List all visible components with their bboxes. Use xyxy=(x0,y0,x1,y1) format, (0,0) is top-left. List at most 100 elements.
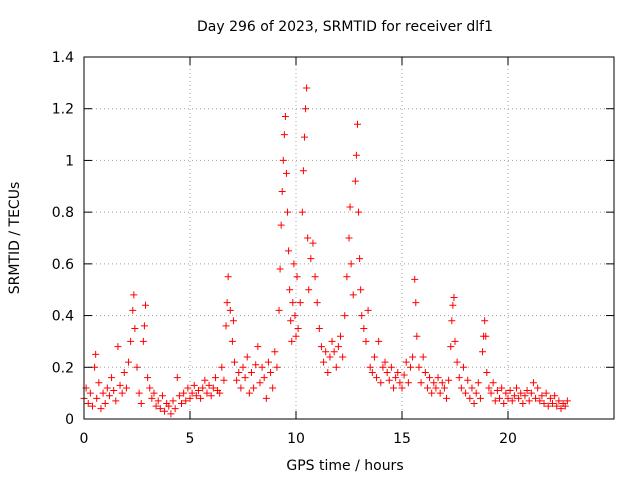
y-tick-label: 1.4 xyxy=(52,50,74,66)
data-point xyxy=(231,358,239,366)
data-point xyxy=(300,133,308,141)
data-point xyxy=(322,348,330,356)
data-point xyxy=(288,337,296,345)
y-tick-label: 0.6 xyxy=(52,257,74,273)
data-point xyxy=(362,337,370,345)
data-point xyxy=(352,151,360,159)
data-point xyxy=(472,389,480,397)
data-point xyxy=(245,389,253,397)
data-point xyxy=(281,112,289,120)
data-point xyxy=(290,260,298,268)
axis-ticks: 0 0.2 0.4 0.6 0.8 1 1.2 1.4 0 5 10 15 20 xyxy=(52,50,614,447)
data-point xyxy=(127,337,135,345)
data-point xyxy=(307,255,315,263)
data-point xyxy=(527,389,535,397)
data-point xyxy=(133,363,141,371)
data-point xyxy=(273,363,281,371)
data-point xyxy=(197,394,205,402)
x-tick-label: 0 xyxy=(80,431,89,447)
data-point xyxy=(84,399,92,407)
data-point xyxy=(112,397,120,405)
data-point xyxy=(110,387,118,395)
data-point xyxy=(241,374,249,382)
data-point xyxy=(218,363,226,371)
data-point xyxy=(108,374,116,382)
data-point xyxy=(122,384,130,392)
data-point xyxy=(546,394,554,402)
x-tick-label: 10 xyxy=(287,431,305,447)
data-point xyxy=(93,394,101,402)
data-point xyxy=(381,358,389,366)
data-point xyxy=(464,376,472,384)
data-point xyxy=(332,363,340,371)
data-point xyxy=(440,384,448,392)
data-point xyxy=(315,325,323,332)
data-point xyxy=(144,374,152,382)
data-point xyxy=(305,286,313,294)
data-point xyxy=(364,306,372,314)
data-point xyxy=(409,353,417,361)
data-point xyxy=(447,343,455,351)
data-point xyxy=(482,332,490,340)
data-point xyxy=(304,234,312,242)
data-point xyxy=(487,389,495,397)
data-point xyxy=(423,384,431,392)
data-point xyxy=(260,374,268,382)
data-point xyxy=(86,389,94,397)
data-point xyxy=(496,394,504,402)
data-point xyxy=(430,379,438,387)
data-point xyxy=(485,384,493,392)
data-point xyxy=(105,392,113,400)
data-point xyxy=(173,374,181,382)
data-point xyxy=(551,392,559,400)
data-point xyxy=(512,384,520,392)
data-point xyxy=(216,389,224,397)
data-point xyxy=(137,399,145,407)
data-points xyxy=(80,84,571,418)
data-point xyxy=(271,348,279,356)
data-point xyxy=(341,312,349,320)
data-point xyxy=(324,368,332,376)
chart-title: Day 296 of 2023, SRMTID for receiver dlf… xyxy=(197,19,493,35)
x-axis-label: GPS time / hours xyxy=(286,458,403,474)
data-point xyxy=(169,397,177,405)
data-point xyxy=(156,405,164,413)
data-point xyxy=(419,353,427,361)
data-point xyxy=(398,384,406,392)
data-point xyxy=(515,394,523,402)
data-point xyxy=(525,397,533,405)
data-point xyxy=(481,317,489,325)
data-point xyxy=(161,407,169,415)
data-point xyxy=(449,301,457,309)
data-point xyxy=(254,343,262,351)
y-tick-label: 0.8 xyxy=(52,205,74,221)
data-point xyxy=(130,291,138,299)
data-point xyxy=(250,384,258,392)
data-point xyxy=(536,397,544,405)
data-point xyxy=(368,368,376,376)
data-point xyxy=(557,405,565,413)
data-point xyxy=(400,371,408,379)
data-point xyxy=(311,273,319,281)
data-point xyxy=(360,325,368,332)
data-point xyxy=(426,374,434,382)
data-point xyxy=(178,399,186,407)
data-point xyxy=(402,358,410,366)
data-point xyxy=(349,291,357,299)
data-point xyxy=(262,394,270,402)
data-point xyxy=(150,389,158,397)
data-point xyxy=(412,299,420,307)
data-point xyxy=(103,384,111,392)
data-point xyxy=(247,368,255,376)
data-point xyxy=(276,265,284,273)
data-point xyxy=(455,374,463,382)
data-point xyxy=(493,387,501,395)
data-point xyxy=(406,363,414,371)
data-point xyxy=(540,399,548,407)
data-point xyxy=(317,343,325,351)
data-point xyxy=(224,273,232,281)
data-point xyxy=(339,353,347,361)
data-point xyxy=(152,402,160,410)
data-point xyxy=(542,389,550,397)
